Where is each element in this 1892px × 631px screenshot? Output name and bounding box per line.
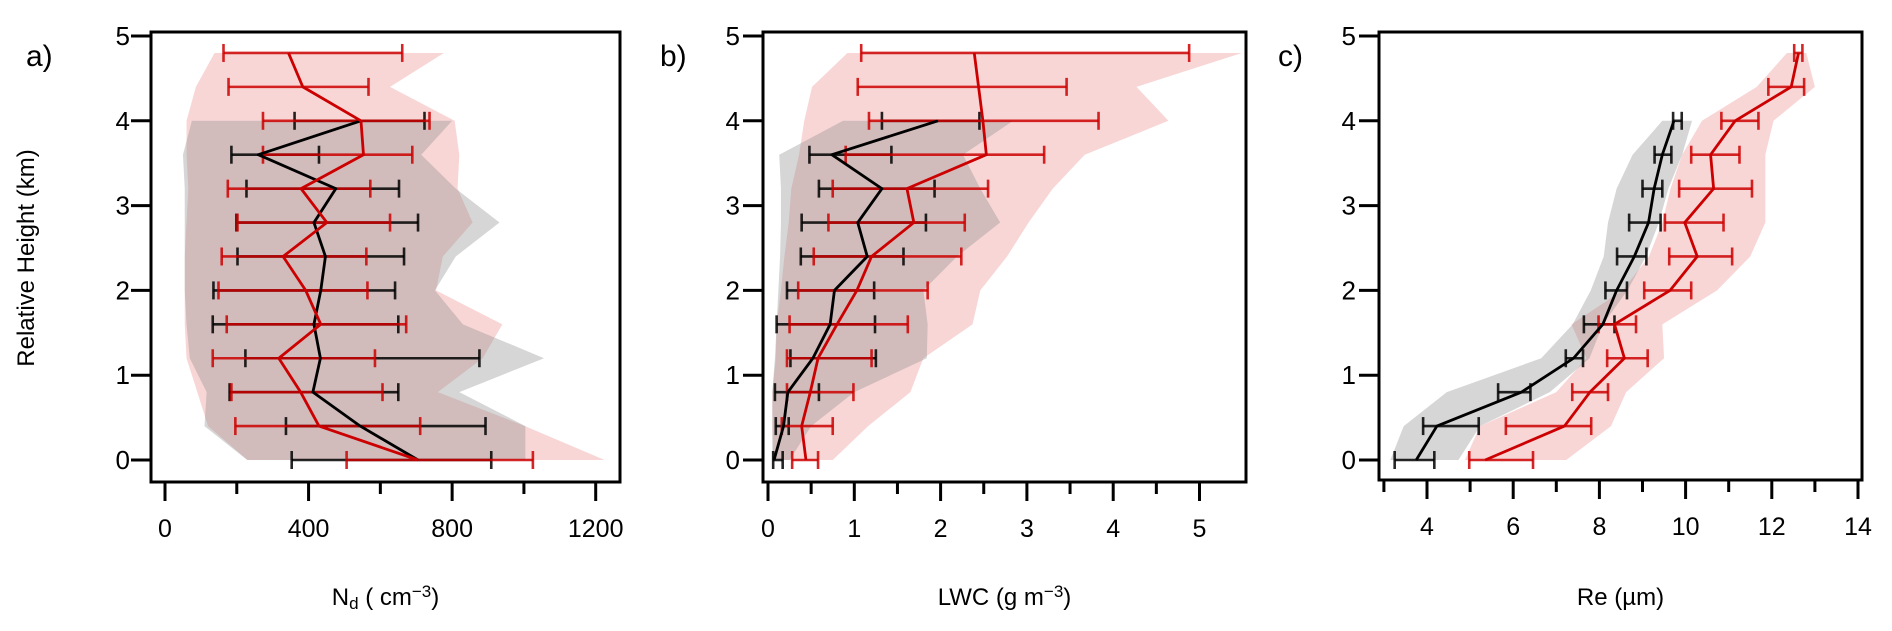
red-error-bar bbox=[230, 383, 384, 402]
panel-label: b) bbox=[660, 40, 687, 73]
black-range-band bbox=[1390, 120, 1693, 461]
red-error-bar bbox=[1467, 451, 1535, 469]
x-tick-label: 4 bbox=[1106, 515, 1120, 543]
red-error-bar bbox=[1667, 247, 1734, 266]
black-error-bar bbox=[1641, 179, 1664, 198]
plot-frame bbox=[149, 30, 622, 484]
red-error-bar bbox=[827, 213, 967, 232]
red-error-bar bbox=[227, 77, 370, 96]
panel-label: c) bbox=[1278, 40, 1303, 73]
x-axis-label-part: −3 bbox=[1044, 582, 1063, 601]
red-error-bar bbox=[225, 315, 408, 334]
y-tick-label: 2 bbox=[1342, 275, 1356, 305]
x-tick-label: 6 bbox=[1506, 513, 1520, 541]
y-tick-label: 4 bbox=[116, 106, 130, 136]
x-axis-label-part: ) bbox=[431, 584, 439, 611]
y-tick-label: 4 bbox=[1342, 106, 1356, 136]
red-error-bar bbox=[812, 247, 963, 266]
x-axis-label-part: N bbox=[332, 584, 349, 611]
y-axis-label: Relative Height (km) bbox=[13, 149, 40, 366]
x-axis-label: Re (µm) bbox=[1577, 584, 1664, 611]
x-tick-label: 10 bbox=[1672, 513, 1700, 541]
red-error-bar bbox=[1605, 349, 1649, 368]
x-axis-label: LWC (g m−3) bbox=[938, 582, 1072, 611]
black-error-bar bbox=[1627, 213, 1662, 232]
x-axis-label-part: LWC (g m bbox=[938, 584, 1044, 611]
red-error-bar bbox=[1504, 417, 1593, 436]
y-tick-label: 0 bbox=[1342, 445, 1356, 475]
plot-area bbox=[771, 43, 1242, 469]
red-error-bar bbox=[796, 281, 929, 300]
y-tick-label: 0 bbox=[726, 445, 740, 475]
y-tick-label: 0 bbox=[116, 445, 130, 475]
panel-b: 0 1 2 3 4 5 0 1 2 3 4 5 b) LWC (g m−3) bbox=[660, 21, 1248, 611]
x-tick-label: 4 bbox=[1420, 513, 1434, 541]
red-error-bar bbox=[1767, 77, 1806, 96]
y-tick-label: 3 bbox=[726, 191, 740, 221]
y-tick-label: 3 bbox=[116, 191, 130, 221]
red-error-bar bbox=[217, 281, 369, 300]
y-tick-label: 5 bbox=[1342, 21, 1356, 51]
red-error-bar bbox=[844, 145, 1046, 164]
red-error-bar bbox=[220, 247, 368, 266]
red-error-bar bbox=[788, 315, 910, 334]
red-error-bar bbox=[1720, 111, 1760, 130]
red-error-bar bbox=[222, 43, 404, 62]
x-tick-label: 3 bbox=[1020, 515, 1034, 543]
red-error-bar bbox=[1689, 145, 1741, 164]
x-tick-label: 5 bbox=[1193, 515, 1207, 543]
y-tick-label: 2 bbox=[116, 275, 130, 305]
red-error-bar bbox=[1677, 179, 1754, 198]
x-tick-label: 1 bbox=[847, 515, 861, 543]
x-tick-label: 8 bbox=[1592, 513, 1606, 541]
black-error-bar bbox=[1421, 417, 1481, 436]
x-tick-label: 0 bbox=[761, 515, 775, 543]
x-tick-label: 1200 bbox=[568, 515, 624, 543]
x-tick-label: 2 bbox=[934, 515, 948, 543]
red-error-bar bbox=[261, 111, 431, 130]
y-tick-label: 4 bbox=[726, 106, 740, 136]
red-error-bar bbox=[1663, 213, 1725, 232]
plot-frame bbox=[1377, 30, 1864, 482]
x-axis-label: Nd ( cm−3) bbox=[332, 582, 440, 613]
x-axis-label-part: ( cm bbox=[359, 584, 412, 611]
x-tick-label: 12 bbox=[1758, 513, 1786, 541]
y-tick-label: 2 bbox=[726, 275, 740, 305]
x-tick-label: 400 bbox=[288, 515, 330, 543]
plot-frame bbox=[761, 30, 1248, 484]
red-error-bar bbox=[234, 417, 422, 436]
x-axis-label-part: −3 bbox=[412, 582, 431, 601]
red-error-bar bbox=[785, 349, 873, 368]
red-error-bar bbox=[261, 145, 414, 164]
y-tick-label: 3 bbox=[1342, 191, 1356, 221]
panel-a: 0 1 2 3 4 5 0 400 800 1200 a) Nd ( cm−3) bbox=[26, 21, 624, 613]
x-tick-label: 0 bbox=[158, 515, 172, 543]
red-error-bar bbox=[211, 349, 377, 368]
x-axis-label-part: ) bbox=[1063, 584, 1071, 611]
y-tick-label: 5 bbox=[726, 21, 740, 51]
y-tick-label: 1 bbox=[726, 360, 740, 390]
red-error-bar bbox=[859, 43, 1191, 62]
red-error-bar bbox=[226, 179, 372, 198]
plot-area bbox=[1390, 43, 1815, 469]
x-axis-label-part: d bbox=[349, 594, 358, 613]
y-tick-label: 1 bbox=[1342, 360, 1356, 390]
black-error-bar bbox=[1393, 451, 1436, 469]
x-tick-label: 800 bbox=[431, 515, 473, 543]
y-tick-label: 5 bbox=[116, 21, 130, 51]
red-error-bar bbox=[856, 77, 1068, 96]
red-error-bar bbox=[345, 451, 535, 469]
x-tick-label: 14 bbox=[1844, 513, 1872, 541]
plot-area bbox=[182, 43, 605, 469]
x-axis-label-part: Re (µm) bbox=[1577, 584, 1664, 611]
black-error-bar bbox=[1615, 247, 1648, 266]
y-tick-label: 1 bbox=[116, 360, 130, 390]
panel-label: a) bbox=[26, 40, 53, 73]
